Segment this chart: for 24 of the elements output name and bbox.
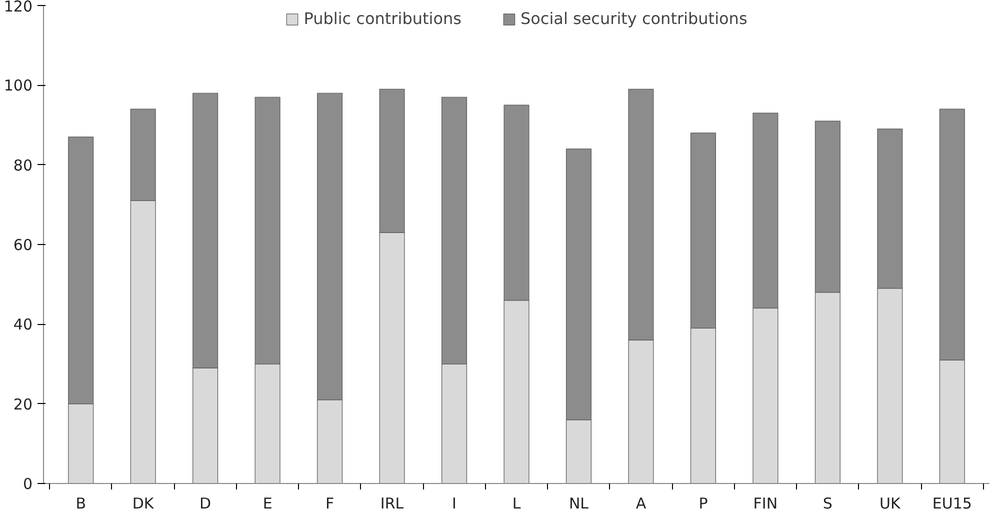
y-tick-label: 80 [13,156,33,174]
x-tick-label: IRL [380,494,404,512]
x-tick-label: I [452,494,456,512]
x-tick-label: NL [568,494,590,512]
x-tick-label: F [325,494,334,512]
x-tick-label: S [822,494,832,512]
x-tick-label: FIN [753,494,778,512]
x-tick-label: L [512,494,522,512]
y-tick-label: 0 [22,475,33,493]
legend-label: Public contributions [304,9,462,28]
y-tick-label: 100 [4,76,33,95]
x-tick-label: EU15 [932,494,972,512]
x-tick-label: UK [880,494,902,512]
y-tick-label: 120 [4,0,33,16]
x-tick-label: DK [132,494,155,512]
y-tick-label: 20 [13,395,33,414]
y-tick-label: 60 [13,236,33,254]
y-tick-label: 40 [13,316,33,334]
x-tick-label: B [76,494,86,512]
x-tick-label: D [200,494,212,512]
x-tick-label: A [636,494,647,512]
x-tick-label: P [698,494,708,512]
legend-label: Social security contributions [520,9,748,28]
x-tick-label: E [262,494,272,512]
